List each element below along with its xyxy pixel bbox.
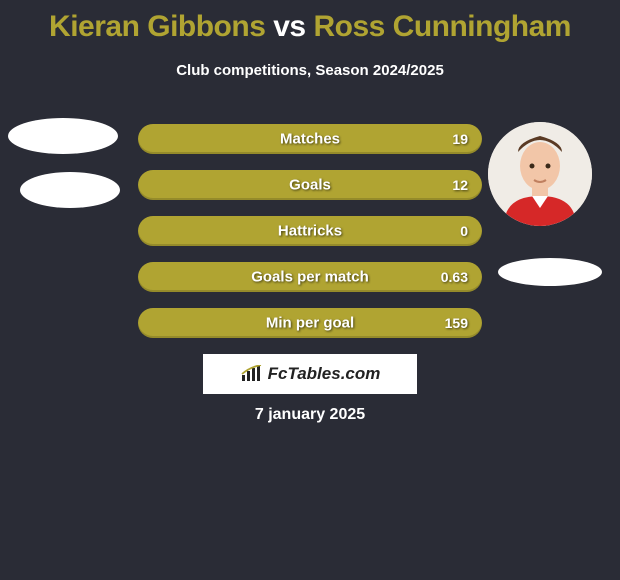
stat-row-goals: Goals 12 [138, 170, 482, 200]
stat-row-hattricks: Hattricks 0 [138, 216, 482, 246]
stat-label: Min per goal [266, 315, 354, 332]
stat-row-matches: Matches 19 [138, 124, 482, 154]
stat-value-right: 0 [460, 223, 468, 239]
stat-row-min-per-goal: Min per goal 159 [138, 308, 482, 338]
stat-value-right: 12 [452, 177, 468, 193]
stat-value-right: 19 [452, 131, 468, 147]
comparison-title: Kieran Gibbons vs Ross Cunningham [0, 0, 620, 44]
player2-name: Ross Cunningham [313, 10, 571, 43]
subtitle: Club competitions, Season 2024/2025 [0, 62, 620, 79]
stat-label: Hattricks [278, 223, 342, 240]
player2-logo-placeholder [498, 258, 602, 286]
fctables-logo: FcTables.com [203, 354, 417, 394]
stat-row-goals-per-match: Goals per match 0.63 [138, 262, 482, 292]
stat-label: Matches [280, 131, 340, 148]
player1-avatar-placeholder [8, 118, 118, 154]
stats-bars: Matches 19 Goals 12 Hattricks 0 Goals pe… [138, 124, 482, 354]
bar-chart-icon [240, 365, 264, 383]
vs-text: vs [273, 10, 305, 43]
player2-avatar [488, 122, 592, 226]
date-text: 7 january 2025 [255, 406, 365, 424]
stat-label: Goals per match [251, 269, 369, 286]
player1-logo-placeholder [20, 172, 120, 208]
stat-value-right: 159 [445, 315, 468, 331]
logo-text: FcTables.com [268, 364, 381, 384]
stat-value-right: 0.63 [441, 269, 468, 285]
stat-label: Goals [289, 177, 331, 194]
player1-name: Kieran Gibbons [49, 10, 265, 43]
